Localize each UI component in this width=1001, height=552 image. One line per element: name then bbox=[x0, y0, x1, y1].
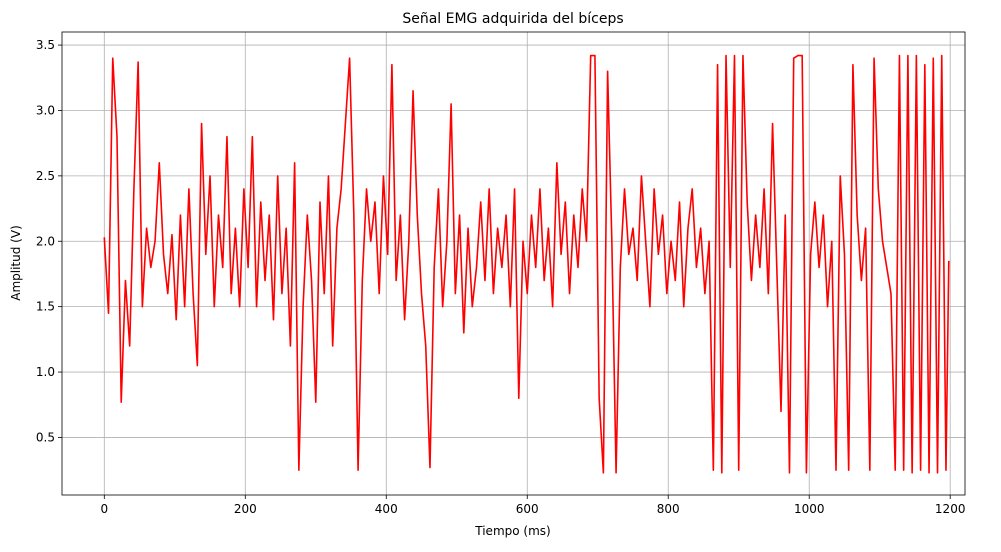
chart-title: Señal EMG adquirida del bíceps bbox=[402, 11, 623, 27]
y-axis-label: Amplitud (V) bbox=[9, 225, 23, 301]
data-line bbox=[103, 54, 950, 474]
y-tick-label: 2.0 bbox=[36, 234, 55, 248]
x-tick-label: 0 bbox=[100, 502, 108, 516]
y-tick-label: 3.5 bbox=[36, 38, 55, 52]
x-tick-label: 600 bbox=[516, 502, 539, 516]
y-tick-label: 1.0 bbox=[36, 365, 55, 379]
y-tick-label: 2.5 bbox=[36, 169, 55, 183]
y-tick-label: 1.5 bbox=[36, 300, 55, 314]
x-axis-label: Tiempo (ms) bbox=[474, 524, 550, 538]
x-tick-label: 1000 bbox=[794, 502, 825, 516]
x-tick-label: 1200 bbox=[935, 502, 966, 516]
y-tick-label: 3.0 bbox=[36, 103, 55, 117]
plot-frame bbox=[61, 31, 966, 496]
x-tick-label: 400 bbox=[375, 502, 398, 516]
x-tick-label: 200 bbox=[234, 502, 257, 516]
y-tick-label: 0.5 bbox=[36, 430, 55, 444]
x-tick-label: 800 bbox=[657, 502, 680, 516]
